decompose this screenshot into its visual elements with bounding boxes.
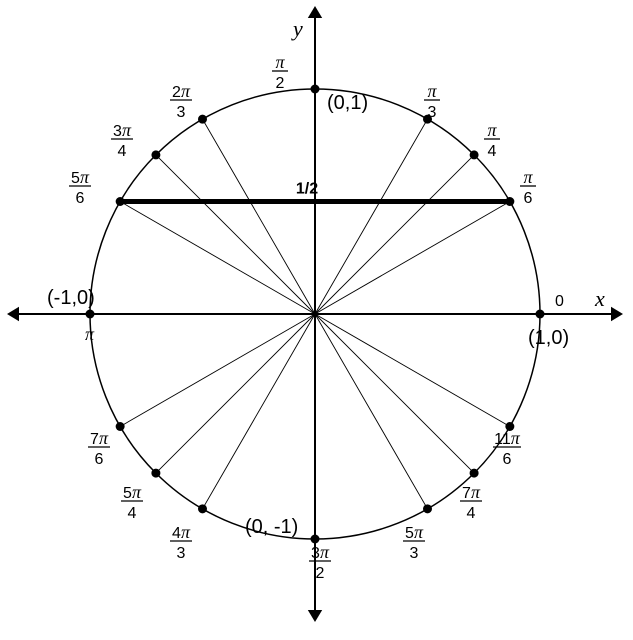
radial-line: [203, 314, 316, 509]
fraction-denominator: 3: [428, 104, 437, 121]
fraction-denominator: 3: [177, 104, 186, 121]
angle-dot: [536, 310, 545, 319]
fraction-numerator: 5π: [71, 167, 90, 187]
coord-right: (1,0): [528, 327, 569, 349]
fraction-numerator: 3π: [311, 542, 330, 562]
angle-label: 5π6: [69, 167, 91, 207]
fraction-denominator: 6: [95, 451, 104, 468]
angle-dot: [116, 422, 125, 431]
chord-label: 1/2: [296, 181, 318, 198]
fraction-numerator: π: [275, 52, 285, 72]
fraction-denominator: 4: [467, 505, 476, 522]
arrowhead-up: [308, 6, 322, 18]
coord-bottom: (0, -1): [245, 516, 298, 538]
fraction-denominator: 4: [118, 143, 127, 160]
radial-line: [203, 119, 316, 314]
fraction-numerator: 3π: [113, 120, 132, 140]
angle-label: π4: [484, 120, 500, 160]
angle-label: π6: [520, 167, 536, 207]
fraction-denominator: 3: [410, 545, 419, 562]
fraction-numerator: 5π: [405, 522, 424, 542]
radial-line: [120, 202, 315, 315]
fraction-denominator: 3: [177, 545, 186, 562]
fraction-numerator: 4π: [172, 522, 191, 542]
angle-label: 4π3: [170, 522, 192, 562]
angle-dot: [198, 504, 207, 513]
zero-label: 0: [555, 293, 564, 310]
fraction-numerator: 7π: [462, 482, 481, 502]
angle-label: π: [85, 324, 95, 344]
angle-label: 7π6: [88, 428, 110, 468]
coord-top: (0,1): [327, 92, 368, 114]
angle-dot: [198, 115, 207, 124]
fraction-denominator: 6: [503, 451, 512, 468]
radial-line: [315, 202, 510, 315]
fraction-numerator: π: [523, 167, 533, 187]
fraction-numerator: 11π: [494, 428, 521, 448]
arrowhead-right: [611, 307, 623, 321]
angle-dot: [423, 504, 432, 513]
angle-dot: [470, 150, 479, 159]
angle-dot: [151, 469, 160, 478]
fraction-denominator: 4: [488, 143, 497, 160]
coord-left: (-1,0): [47, 287, 95, 309]
angle-label: 5π3: [403, 522, 425, 562]
angle-label: π2: [272, 52, 288, 92]
arrowhead-down: [308, 610, 322, 622]
radial-line: [315, 314, 474, 473]
arrowhead-left: [7, 307, 19, 321]
angle-dot: [86, 310, 95, 319]
fraction-denominator: 6: [524, 190, 533, 207]
radial-line: [315, 119, 428, 314]
fraction-numerator: 2π: [172, 81, 191, 101]
angle-label-text: π: [85, 324, 95, 344]
fraction-numerator: π: [487, 120, 497, 140]
radial-line: [120, 314, 315, 427]
fraction-denominator: 2: [316, 565, 325, 582]
angle-label: 5π4: [121, 482, 143, 522]
y-axis-label: y: [291, 16, 303, 41]
angle-dot: [470, 469, 479, 478]
fraction-numerator: π: [427, 81, 437, 101]
fraction-denominator: 4: [128, 505, 137, 522]
radial-line: [315, 155, 474, 314]
angle-label: 2π3: [170, 81, 192, 121]
angle-label: 7π4: [460, 482, 482, 522]
angle-dot: [311, 535, 320, 544]
x-axis-label: x: [594, 286, 605, 311]
fraction-denominator: 2: [276, 75, 285, 92]
angle-label: 3π4: [111, 120, 133, 160]
radial-line: [156, 155, 315, 314]
radial-line: [315, 314, 510, 427]
radial-line: [315, 314, 428, 509]
radial-line: [156, 314, 315, 473]
angle-dot: [151, 150, 160, 159]
angle-label: 3π2: [309, 542, 331, 582]
fraction-numerator: 5π: [123, 482, 142, 502]
fraction-numerator: 7π: [90, 428, 109, 448]
angle-label: 11π6: [493, 428, 521, 468]
fraction-denominator: 6: [76, 190, 85, 207]
angle-dot: [311, 85, 320, 94]
